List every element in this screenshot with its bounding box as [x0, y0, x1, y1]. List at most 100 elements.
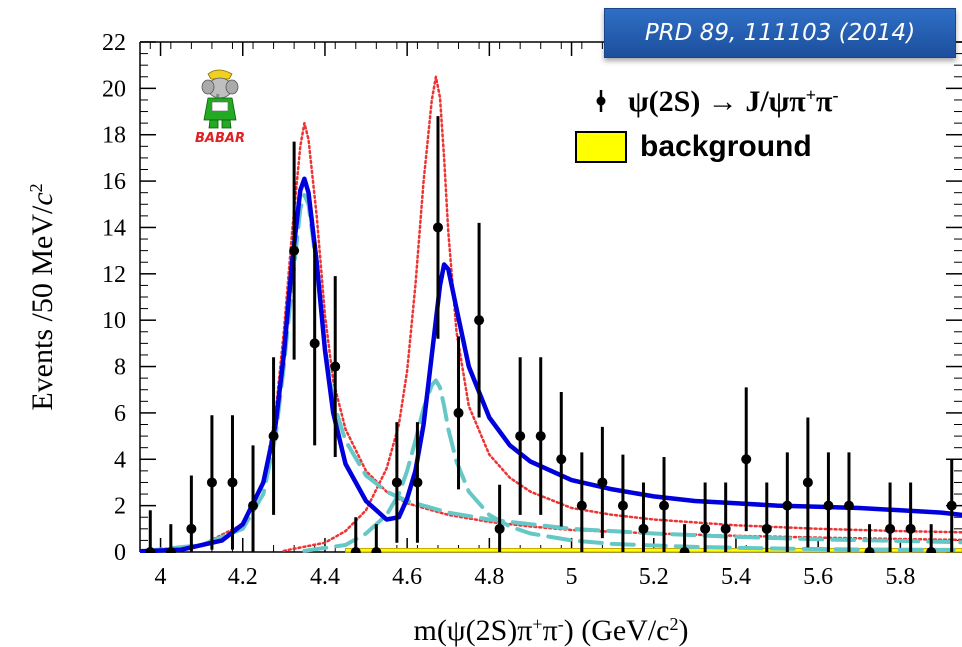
x-axis-title: m(ψ(2S)π+π-) (GeV/c2): [413, 614, 688, 647]
fit-curve-dashed: [302, 378, 962, 553]
data-marker: [905, 523, 916, 534]
data-marker: [556, 454, 567, 465]
data-point: [576, 452, 587, 552]
x-tick-label: 4.4: [310, 564, 340, 590]
reference-badge: PRD 89, 111103 (2014): [604, 8, 956, 58]
data-point: [617, 454, 628, 552]
data-point: [535, 357, 546, 515]
data-marker: [802, 477, 813, 488]
y-tick-label: 18: [102, 123, 126, 149]
data-point: [515, 357, 526, 515]
legend-marker-background: [575, 131, 627, 163]
y-tick-label: 12: [102, 262, 126, 288]
data-point: [391, 422, 402, 543]
data-marker: [515, 431, 526, 442]
data-point: [597, 426, 608, 539]
data-marker: [843, 500, 854, 511]
data-point: [720, 482, 731, 552]
y-tick-label: 16: [102, 169, 126, 195]
data-marker: [350, 547, 361, 553]
x-tick-label: 5.2: [639, 564, 669, 590]
data-point: [843, 452, 854, 552]
data-marker: [597, 477, 608, 488]
data-marker: [659, 500, 670, 511]
fit-curve-solid: [140, 176, 962, 553]
data-point: [741, 387, 752, 532]
data-point: [782, 452, 793, 552]
babar-logo: BABAR: [195, 69, 245, 146]
data-marker: [741, 454, 752, 465]
axis-tick-labels: 4 4.2 4.4 4.6 4.8 5 5.2 5.4 5.6 5.8 0 2 4 6 8 10 12 14 16 1…: [102, 30, 915, 590]
data-marker: [494, 523, 505, 534]
data-marker: [145, 547, 156, 553]
data-point: [248, 445, 259, 552]
data-point: [206, 415, 217, 550]
data-marker: [268, 431, 279, 442]
data-marker: [206, 477, 217, 488]
data-point: [946, 459, 957, 552]
data-point: [268, 357, 279, 515]
data-point: [494, 484, 505, 552]
data-marker: [782, 500, 793, 511]
babar-logo-text: BABAR: [195, 131, 245, 146]
data-marker: [165, 547, 176, 553]
y-tick-label: 2: [114, 494, 126, 520]
data-marker: [823, 500, 834, 511]
data-point: [453, 336, 464, 490]
y-tick-label: 0: [114, 540, 126, 566]
x-tick-label: 4: [155, 564, 167, 590]
data-point: [432, 116, 443, 339]
legend-marker-data: [596, 90, 606, 112]
data-marker: [638, 523, 649, 534]
data-marker: [371, 547, 382, 553]
data-point: [556, 392, 567, 527]
data-point: [926, 524, 937, 553]
data-point: [350, 517, 361, 553]
data-point: [802, 417, 813, 548]
background-band: [345, 548, 962, 553]
data-point: [905, 482, 916, 552]
x-tick-label: 5.4: [721, 564, 751, 590]
data-marker: [248, 500, 259, 511]
data-marker: [761, 523, 772, 534]
data-marker: [453, 407, 464, 418]
data-marker: [432, 222, 443, 233]
data-marker: [576, 500, 587, 511]
x-tick-label: 5.8: [885, 564, 915, 590]
data-marker: [720, 523, 731, 534]
data-point: [227, 415, 238, 550]
data-point: [309, 241, 320, 446]
y-tick-label: 4: [114, 447, 126, 473]
data-marker: [926, 547, 937, 553]
data-point: [165, 524, 176, 553]
data-point: [761, 482, 772, 552]
x-tick-label: 5: [566, 564, 578, 590]
y-tick-label: 6: [114, 401, 126, 427]
data-marker: [946, 500, 957, 511]
data-point: [145, 510, 156, 553]
fit-curve-dashed: [140, 193, 962, 553]
data-marker: [227, 477, 238, 488]
legend-label-data: ψ(2S) → J/ψπ+π-: [628, 85, 838, 118]
data-point: [330, 276, 341, 457]
data-points: [145, 116, 957, 553]
y-tick-label: 10: [102, 308, 126, 334]
data-marker: [617, 500, 628, 511]
data-marker: [700, 523, 711, 534]
data-point: [474, 222, 485, 418]
data-point: [412, 422, 423, 543]
y-tick-label: 20: [102, 76, 126, 102]
data-marker: [412, 477, 423, 488]
y-tick-label: 14: [102, 215, 126, 241]
data-marker: [391, 477, 402, 488]
data-point: [823, 452, 834, 552]
data-point: [700, 482, 711, 552]
data-point: [638, 482, 649, 552]
data-point: [289, 141, 300, 360]
y-tick-label: 22: [102, 30, 126, 56]
x-tick-label: 5.6: [803, 564, 833, 590]
data-point: [371, 524, 382, 553]
fit-curves: [140, 75, 962, 553]
x-tick-label: 4.2: [228, 564, 258, 590]
